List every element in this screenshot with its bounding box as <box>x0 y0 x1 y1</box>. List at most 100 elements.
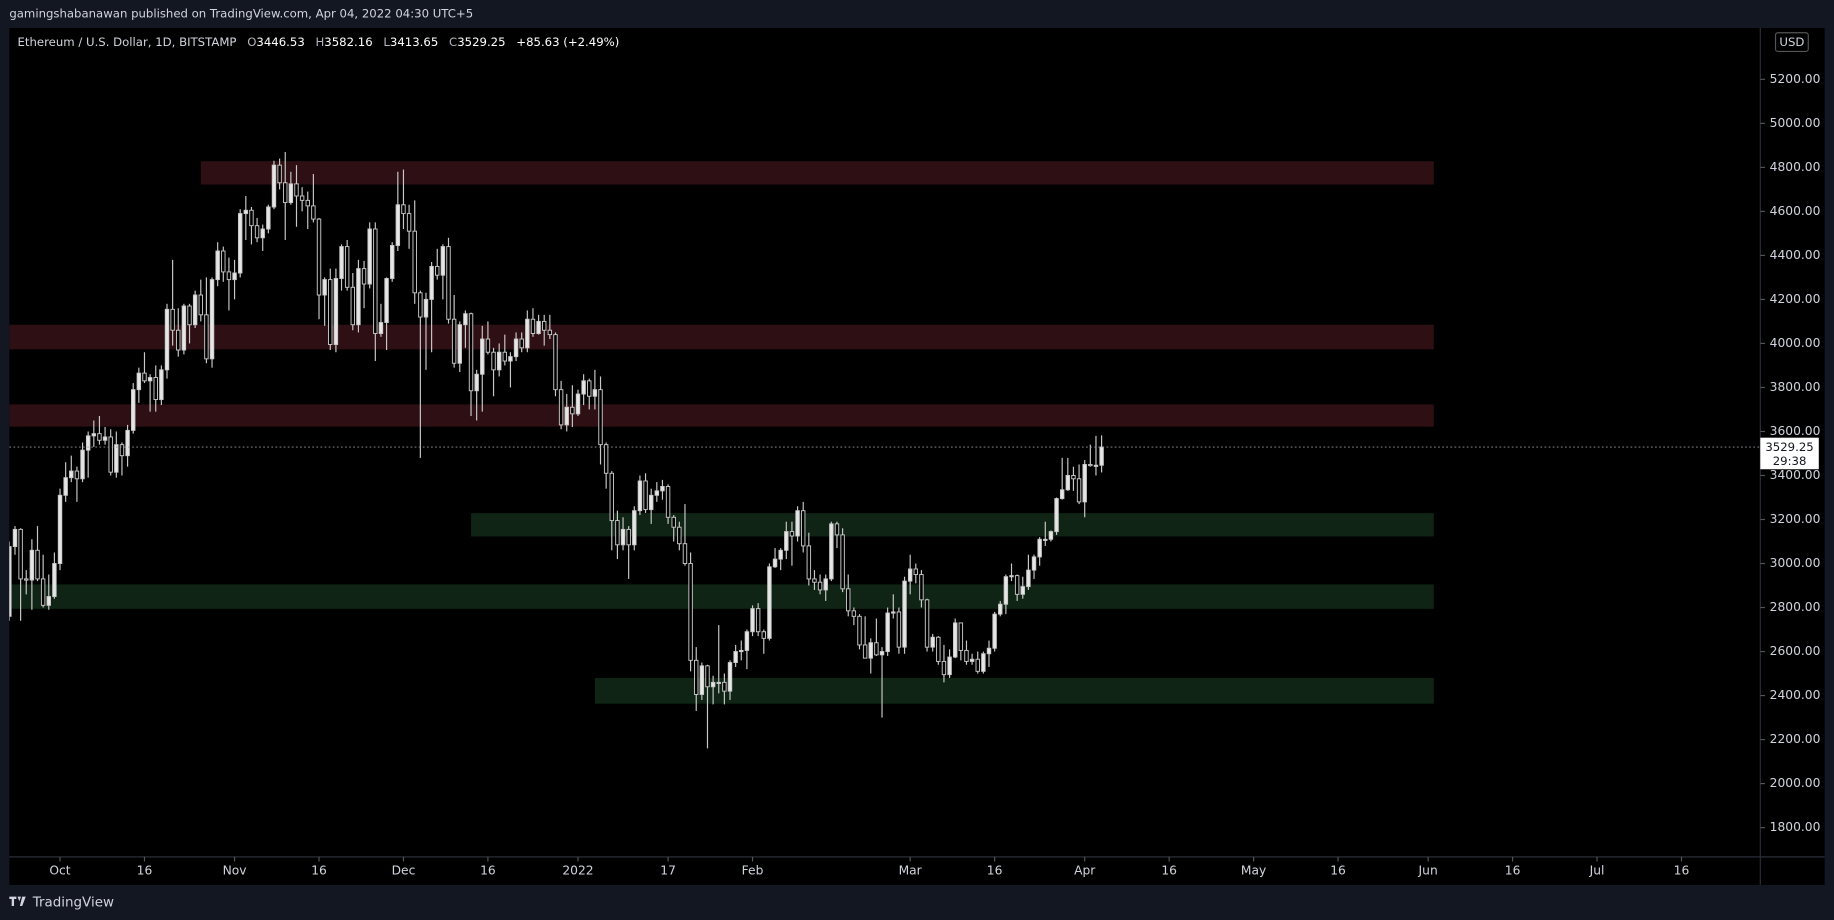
candle-body <box>57 494 63 564</box>
y-tick-label: 3600.00 <box>1770 424 1821 438</box>
currency[interactable]: USD <box>1779 35 1804 49</box>
candle-body <box>947 656 952 676</box>
candle-body <box>936 636 941 662</box>
candle-body <box>992 613 997 649</box>
candle-body <box>981 653 986 672</box>
candle-body <box>1082 464 1087 503</box>
candle-body <box>648 494 654 511</box>
candle-body <box>603 444 609 474</box>
candle-body <box>671 516 676 528</box>
ohlc-letter: C <box>449 35 457 49</box>
candle-body <box>784 531 789 551</box>
ohlc-value: 3529.25 <box>457 35 505 49</box>
ohlc-letter: H <box>316 35 325 49</box>
x-tick-label: 16 <box>1674 863 1690 877</box>
candle-body <box>941 660 947 676</box>
candle-body <box>209 279 215 360</box>
candle-body <box>823 578 828 591</box>
y-tick-label: 4200.00 <box>1770 292 1821 306</box>
x-tick-label: Jun <box>1418 863 1438 877</box>
candle-body <box>429 265 434 300</box>
y-tick-label: 3000.00 <box>1770 556 1821 570</box>
change: +85.63 (+2.49%) <box>516 35 619 49</box>
candle-body <box>63 477 68 496</box>
candle-body <box>299 195 305 201</box>
candle-body <box>356 268 361 326</box>
candle-body <box>857 615 862 646</box>
candle-body <box>998 603 1003 615</box>
candle-body <box>1020 586 1025 595</box>
x-tick-label: Mar <box>899 863 923 877</box>
candle-body <box>418 292 423 318</box>
candle-body <box>806 545 812 580</box>
candle-body <box>401 204 406 215</box>
candle-body <box>862 644 868 659</box>
candle-body <box>750 608 755 633</box>
candle-body <box>114 444 119 473</box>
candle-body <box>74 470 80 480</box>
candle-body <box>378 322 384 334</box>
price-zone <box>9 324 1434 350</box>
last-price-box <box>1760 437 1819 470</box>
x-tick-label: 16 <box>1330 863 1346 877</box>
candle-body <box>761 631 767 639</box>
candle-body <box>1076 478 1082 503</box>
candle-body <box>181 305 187 351</box>
candle-body <box>665 486 671 518</box>
candle-body <box>1071 475 1076 480</box>
candle-body <box>108 436 113 473</box>
candle-body <box>446 246 451 320</box>
ohlc-value: 3582.16 <box>324 35 372 49</box>
x-tick-label: 16 <box>987 863 1003 877</box>
y-tick-label: 5000.00 <box>1770 116 1821 130</box>
candle-body <box>919 574 924 601</box>
candle-body <box>795 510 800 537</box>
candle-body <box>435 265 440 276</box>
candle-body <box>575 393 581 415</box>
candle-body <box>744 631 750 651</box>
candle-body <box>508 356 513 362</box>
candle-body <box>463 313 468 326</box>
candle-body <box>519 338 524 349</box>
candle-body <box>35 549 40 580</box>
candle-body <box>772 558 778 568</box>
candle-body <box>198 294 203 316</box>
x-tick-label: Feb <box>742 863 764 877</box>
candle-body <box>485 338 491 353</box>
x-tick-label: May <box>1241 863 1266 877</box>
candle-body <box>294 183 299 197</box>
candle-body <box>1065 475 1071 491</box>
candle-body <box>705 665 710 688</box>
x-tick-label: Oct <box>49 863 70 877</box>
candle-body <box>530 318 536 334</box>
y-tick-label: 4000.00 <box>1770 336 1821 350</box>
symbol-legend: Ethereum / U.S. Dollar, 1D, BITSTAMP O34… <box>18 35 620 49</box>
candle-body <box>131 389 136 431</box>
candle-body <box>271 164 277 208</box>
candle-body <box>361 268 367 285</box>
candle-body <box>643 480 648 511</box>
candle-body <box>344 246 350 288</box>
candle-body <box>254 225 260 239</box>
candle-body <box>986 647 992 655</box>
currency-box[interactable] <box>1774 32 1809 53</box>
candle-body <box>564 406 569 426</box>
x-tick-label: 16 <box>137 863 153 877</box>
candle-body <box>587 380 592 397</box>
last-price-label: 3529.25 <box>1765 440 1813 454</box>
candle-body <box>620 528 626 546</box>
candle-body <box>879 651 885 656</box>
candle-body <box>969 658 975 662</box>
candle-body <box>29 549 35 581</box>
candle-body <box>237 213 243 274</box>
candle-body <box>733 651 738 664</box>
candle-body <box>699 665 705 695</box>
candle-body <box>288 183 294 204</box>
candle-body <box>46 596 51 606</box>
price-zone <box>9 404 1434 427</box>
y-tick-label: 5200.00 <box>1770 72 1821 86</box>
x-tick-label: Dec <box>392 863 416 877</box>
candle-body <box>192 294 198 326</box>
candle-body <box>24 578 29 581</box>
